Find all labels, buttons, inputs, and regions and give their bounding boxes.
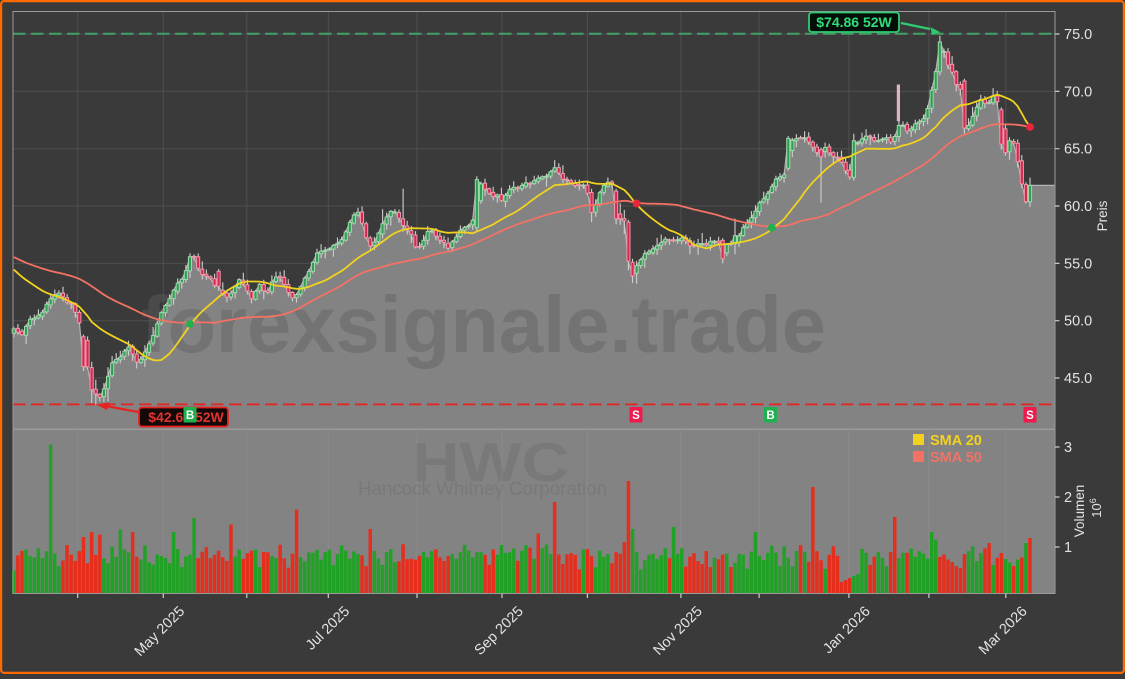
svg-text:S: S (1026, 410, 1034, 422)
svg-text:HWC: HWC (412, 431, 569, 493)
svg-text:B: B (186, 410, 194, 422)
svg-text:60.0: 60.0 (1064, 199, 1092, 215)
svg-text:75.0: 75.0 (1064, 27, 1092, 43)
svg-text:70.0: 70.0 (1064, 84, 1092, 100)
svg-text:SMA 50: SMA 50 (930, 450, 982, 466)
svg-text:55.0: 55.0 (1064, 256, 1092, 272)
svg-text:3: 3 (1064, 440, 1072, 456)
svg-text:2: 2 (1064, 490, 1072, 506)
svg-text:S: S (632, 410, 640, 422)
svg-text:45.0: 45.0 (1064, 371, 1092, 387)
svg-text:SMA 20: SMA 20 (930, 433, 982, 449)
svg-text:$74.86 52W: $74.86 52W (816, 14, 892, 30)
svg-text:forexsignale.trade: forexsignale.trade (141, 280, 826, 369)
svg-text:1: 1 (1064, 540, 1072, 556)
svg-text:65.0: 65.0 (1064, 142, 1092, 158)
svg-text:Preis: Preis (1095, 200, 1110, 231)
svg-text:50.0: 50.0 (1064, 314, 1092, 330)
svg-text:Volumen: Volumen (1072, 485, 1087, 538)
svg-text:Hancock Whitney Corporation: Hancock Whitney Corporation (358, 479, 607, 500)
svg-text:B: B (766, 410, 774, 422)
